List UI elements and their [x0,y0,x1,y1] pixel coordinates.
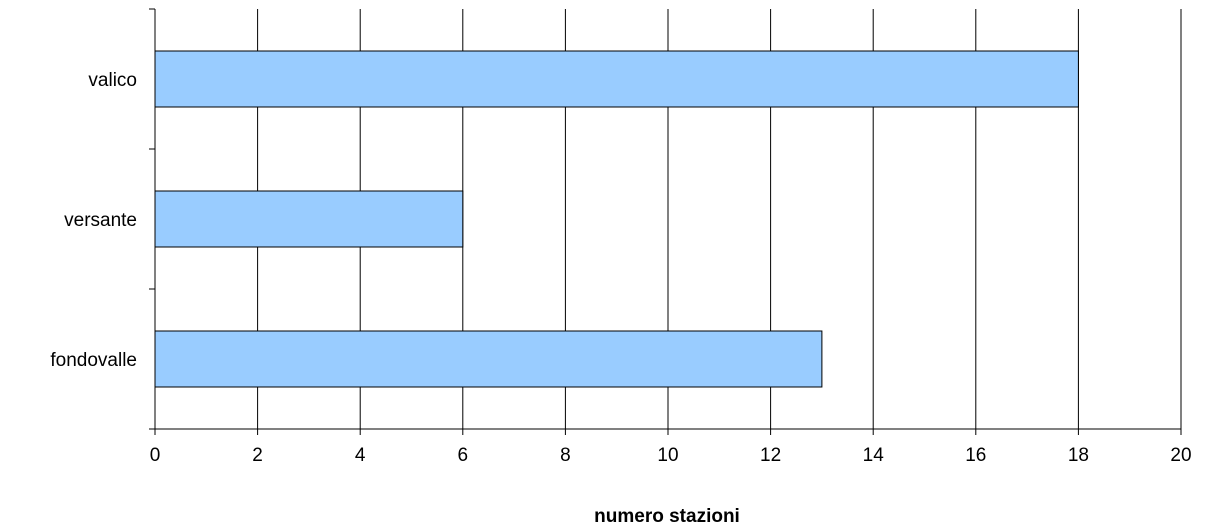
x-tick-label: 16 [965,445,986,466]
x-tick-label: 0 [150,445,161,466]
x-tick-label: 2 [252,445,263,466]
bar-fondovalle [154,330,823,388]
x-axis-title: numero stazioni [594,506,740,527]
x-tick-label: 4 [355,445,366,466]
bar-versante [154,190,464,248]
x-tick-label: 8 [560,445,571,466]
y-category-label: valico [88,70,137,91]
x-tick-labels: 0 2 4 6 8 10 12 14 16 18 20 [150,445,1192,466]
x-tick-label: 12 [760,445,781,466]
x-tick-label: 20 [1170,445,1191,466]
x-tick-label: 14 [863,445,885,466]
x-tick-label: 10 [657,445,678,466]
axes [149,8,1182,435]
bars [154,50,1079,388]
y-category-label: fondovalle [50,350,137,371]
y-category-label: versante [64,210,137,231]
y-tick-labels: valico versante fondovalle [50,70,137,371]
bar-valico [154,50,1079,108]
x-tick-label: 18 [1068,445,1089,466]
x-tick-label: 6 [458,445,469,466]
